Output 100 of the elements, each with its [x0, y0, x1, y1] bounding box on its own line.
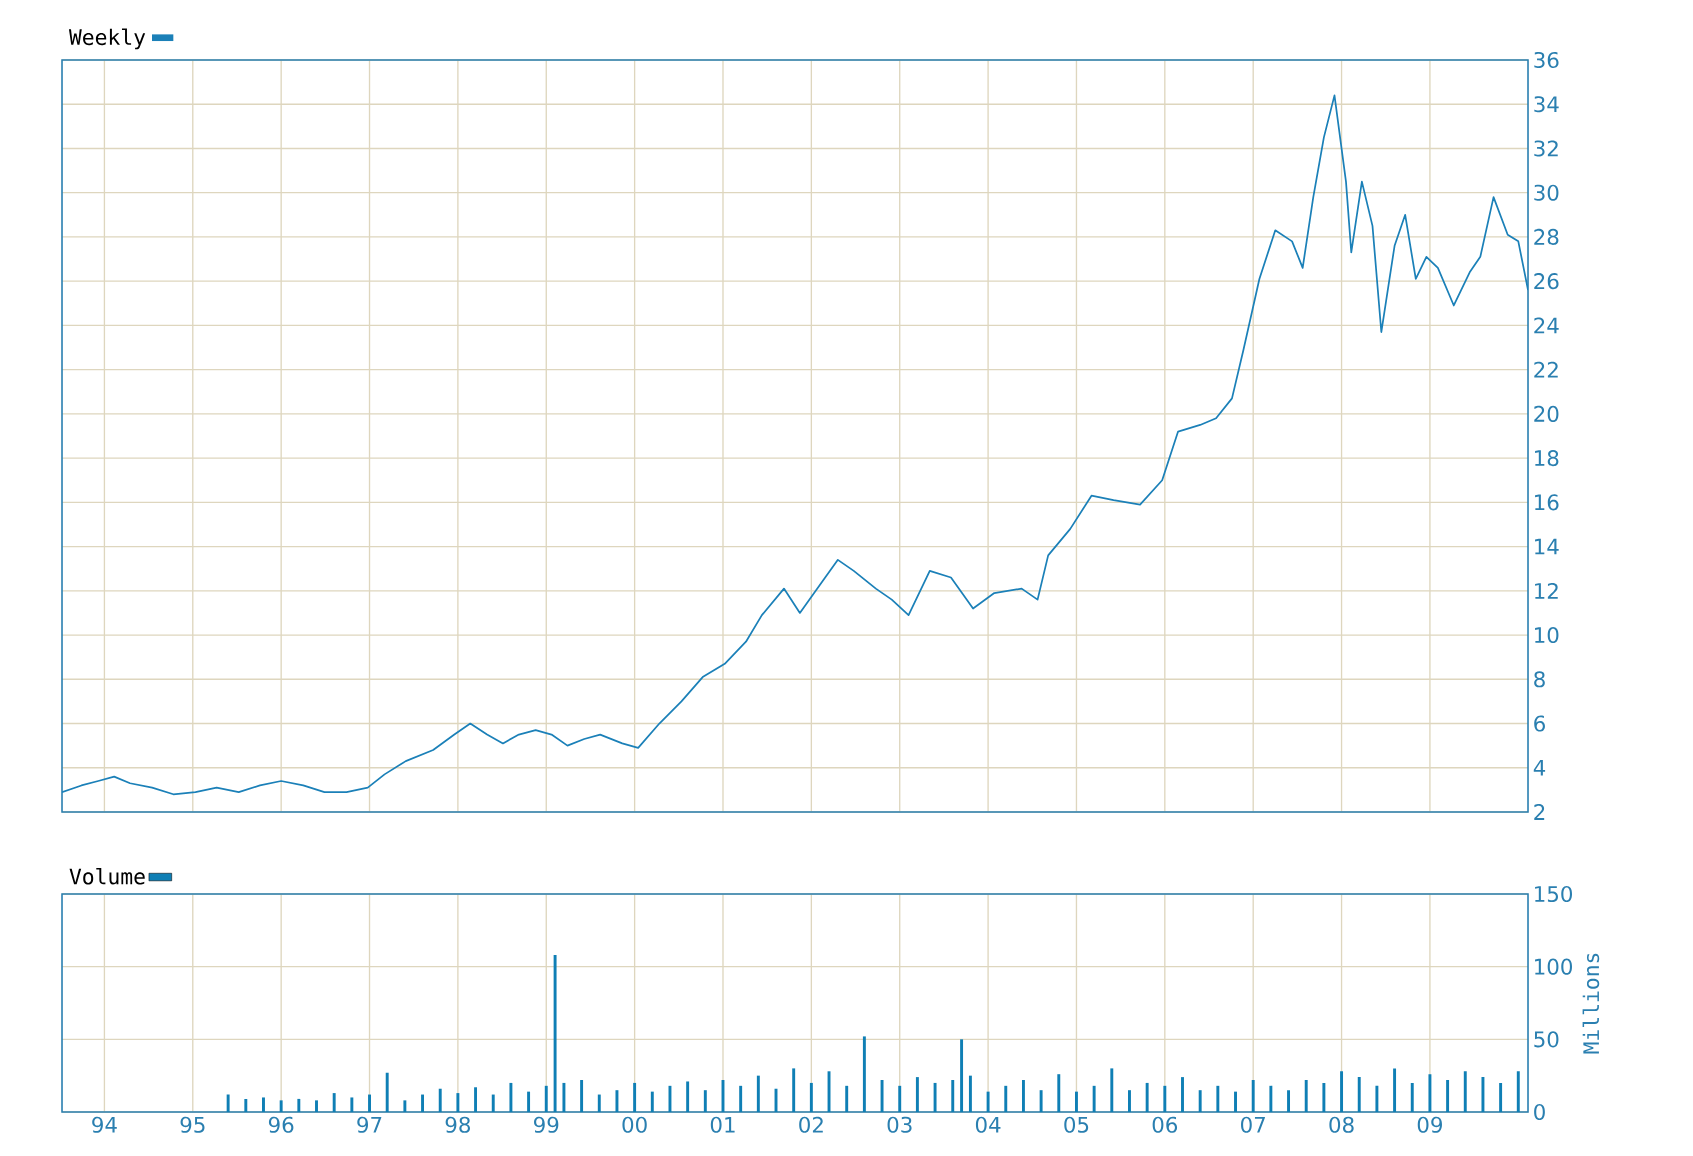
bar [226, 1094, 230, 1112]
bar [1145, 1082, 1149, 1112]
bar [1198, 1090, 1202, 1112]
bar [960, 1039, 964, 1112]
bar [756, 1075, 760, 1112]
bar [1251, 1080, 1255, 1112]
y-tick-label: 14 [1535, 538, 1559, 555]
bar [553, 955, 557, 1112]
y-axis-title: Millions [1582, 953, 1600, 1054]
bar [703, 1090, 707, 1112]
x-tick-label: 98 [445, 1116, 470, 1133]
y-tick-label: 2 [1534, 804, 1545, 820]
bar [1340, 1071, 1344, 1112]
bar [474, 1087, 478, 1112]
bar [1092, 1085, 1096, 1112]
x-tick-label: 02 [799, 1116, 823, 1133]
x-tick-label: 94 [92, 1116, 117, 1133]
y-tick-label: 6 [1534, 715, 1545, 732]
y-tick-label: 16 [1535, 494, 1559, 511]
bar [368, 1094, 371, 1112]
y-tick-label: 150 [1535, 885, 1573, 903]
bar [421, 1094, 425, 1112]
bar [350, 1097, 354, 1112]
bar [279, 1100, 283, 1112]
bar [544, 1085, 548, 1112]
x-tick-label: 01 [710, 1116, 735, 1133]
y-tick-label: 18 [1535, 450, 1559, 467]
bar [385, 1072, 389, 1112]
bar [562, 1082, 566, 1112]
x-tick-label: 08 [1329, 1116, 1354, 1133]
y-tick-label: 30 [1534, 184, 1559, 201]
bar [1446, 1080, 1450, 1112]
bar [792, 1068, 796, 1112]
x-tick-label: 04 [975, 1116, 1001, 1133]
bar [1463, 1071, 1467, 1112]
bar [1021, 1080, 1025, 1112]
bar [862, 1036, 866, 1112]
bar [650, 1091, 654, 1112]
bar [1375, 1085, 1379, 1112]
bar [1234, 1091, 1237, 1112]
bar [1057, 1074, 1061, 1112]
y-tick-label: 100 [1535, 958, 1573, 975]
bar [438, 1088, 442, 1112]
y-tick-label: 8 [1534, 671, 1545, 688]
y-tick-label: 50 [1534, 1031, 1559, 1048]
line-series [62, 94, 1529, 796]
y-tick-label: 12 [1535, 582, 1558, 599]
x-tick-label: 97 [357, 1116, 382, 1133]
bar [597, 1094, 601, 1112]
y-tick-label: 4 [1533, 759, 1546, 776]
bar [686, 1081, 690, 1112]
bar [1393, 1068, 1397, 1112]
bar [580, 1080, 584, 1112]
y-tick-label: 34 [1534, 96, 1559, 113]
x-tick-label: 99 [534, 1116, 559, 1133]
bar [456, 1093, 460, 1112]
bar [633, 1082, 637, 1112]
bar [403, 1100, 407, 1112]
y-tick-label: 0 [1534, 1103, 1545, 1121]
bar [986, 1091, 990, 1112]
x-tick-label: 09 [1417, 1116, 1442, 1133]
x-tick-label: 07 [1241, 1116, 1265, 1133]
y-tick-label: 32 [1534, 140, 1558, 157]
legend-label: Volume [69, 867, 145, 885]
y-tick-label: 10 [1535, 626, 1559, 644]
x-tick-label: 06 [1152, 1116, 1178, 1133]
legend-label: Weekly [68, 28, 146, 50]
bar [1410, 1082, 1414, 1112]
bar [1163, 1085, 1167, 1112]
bar [1269, 1085, 1273, 1112]
bar [491, 1094, 495, 1112]
bar [615, 1090, 619, 1112]
bar [1304, 1080, 1308, 1112]
bar [1216, 1085, 1220, 1112]
y-tick-label: 22 [1534, 361, 1558, 378]
bar [332, 1093, 336, 1112]
bar [1357, 1077, 1361, 1112]
bar [880, 1080, 884, 1112]
bar [1428, 1074, 1432, 1112]
x-tick-label: 95 [180, 1116, 205, 1133]
bar [1481, 1077, 1485, 1112]
bar [1074, 1091, 1078, 1112]
bar [1287, 1090, 1290, 1112]
y-tick-label: 28 [1534, 228, 1559, 245]
x-tick-label: 05 [1064, 1116, 1089, 1133]
bar [739, 1085, 743, 1112]
bar [1004, 1085, 1008, 1112]
bar [809, 1082, 813, 1112]
bar [509, 1082, 513, 1112]
bar [1110, 1068, 1114, 1112]
bar [951, 1080, 955, 1112]
y-tick-label: 20 [1534, 405, 1559, 422]
bar [915, 1077, 919, 1112]
bar [527, 1091, 531, 1112]
bar [1516, 1071, 1520, 1112]
bar [1181, 1077, 1184, 1112]
bar [1499, 1082, 1503, 1112]
y-tick-label: 24 [1534, 317, 1559, 334]
bar [1039, 1090, 1043, 1112]
bar [845, 1085, 849, 1112]
